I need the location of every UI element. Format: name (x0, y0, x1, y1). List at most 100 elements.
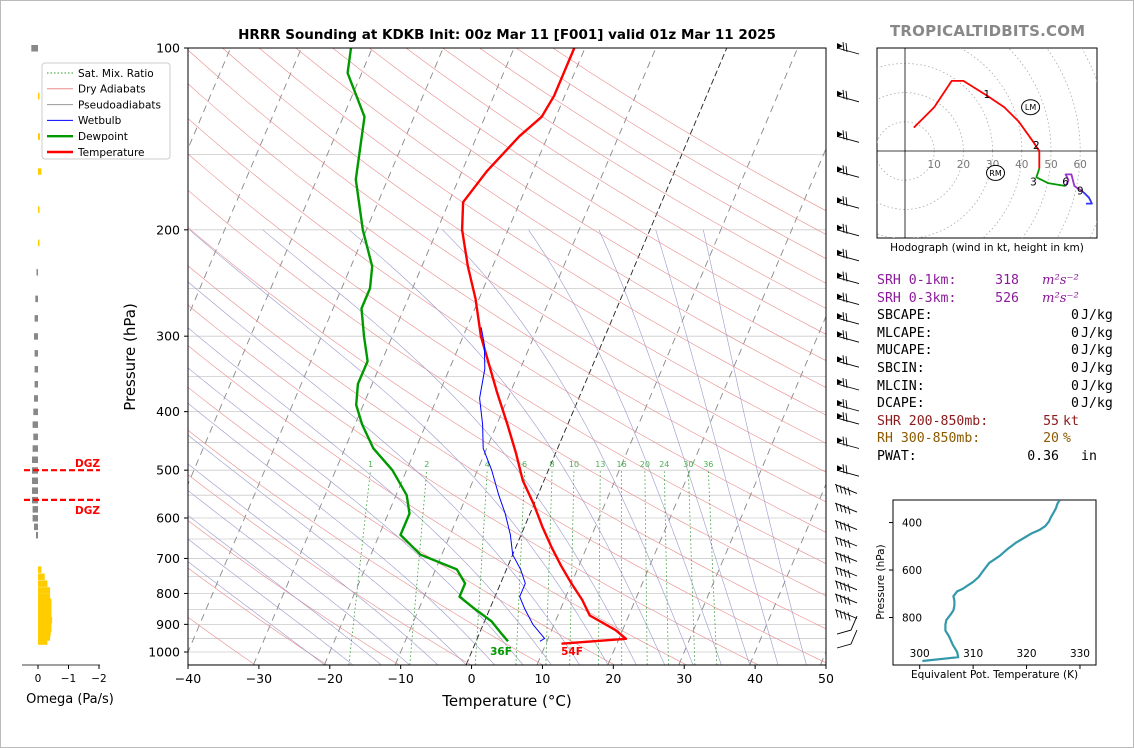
wind-barb-shaft (834, 580, 858, 592)
x-tick-label: −10 (387, 671, 413, 686)
moist-adiabat (188, 434, 467, 665)
wind-barb (834, 566, 858, 579)
wind-barb (836, 248, 860, 262)
stat-label: SBCAPE: (877, 308, 933, 324)
hodograph-ring-label: 10 (928, 159, 941, 171)
stat-value: 0 (1071, 360, 1079, 376)
stat-row: MUCAPE: 0 J/kg (877, 342, 1127, 360)
omega-bar (32, 445, 38, 452)
storm-motion-marker (1021, 99, 1041, 116)
x-tick-label: 30 (676, 671, 692, 686)
hodograph-height-label: 2 (1033, 140, 1040, 152)
wind-barb-pennant (837, 465, 843, 472)
mixing-ratio-label: 30 (683, 460, 693, 469)
omega-bar (34, 366, 38, 373)
hodograph-segment (913, 80, 1041, 169)
moist-adiabat (189, 229, 609, 665)
isotherm-line (536, 48, 799, 665)
stat-unit: m²s⁻² (1042, 290, 1079, 306)
stat-value: 55 (1043, 413, 1059, 429)
stat-label: DCAPE: (877, 396, 925, 412)
moist-adiabat (188, 402, 495, 665)
stat-label: SBCIN: (877, 360, 925, 376)
dry-adiabat (188, 567, 328, 665)
omega-bar (36, 269, 38, 276)
omega-bar (38, 607, 52, 615)
y-tick-label: 300 (156, 329, 180, 344)
moist-adiabat (188, 561, 325, 665)
stat-row: DCAPE: 0 J/kg (877, 395, 1127, 413)
x-tick-label: 10 (534, 671, 550, 686)
omega-bar (38, 92, 40, 100)
omega-bar (32, 456, 38, 463)
omega-bar (38, 603, 52, 610)
x-tick-label: 0 (468, 671, 476, 686)
skewt-frame (187, 47, 827, 666)
omega-bar (34, 523, 38, 531)
wind-barb (836, 130, 860, 143)
moist-adiabat (703, 229, 807, 665)
hodograph-ring-label: 20 (957, 159, 970, 171)
stat-label: RH 300-850mb: (877, 431, 981, 447)
zero-isotherm (465, 48, 728, 665)
omega-bar (36, 531, 38, 539)
hodograph-grid (877, 48, 1097, 238)
dgz-label: DGZ (75, 458, 100, 470)
wind-barb (836, 464, 860, 477)
moist-adiabat (262, 229, 637, 665)
omega-panel: 0 −1 −2 Omega (Pa/s) DGZ DGZ (22, 45, 114, 707)
hodograph-segment (1035, 168, 1066, 187)
y-tick-label: 500 (156, 463, 180, 478)
theta-e-y-axis-label: Pressure (hPa) (875, 544, 887, 619)
wind-barb-pennant (837, 272, 843, 279)
wind-barb-shaft (836, 41, 860, 55)
omega-bar (35, 295, 38, 303)
wind-barb-pennant (837, 293, 843, 300)
omega-bar (38, 593, 51, 601)
omega-tick-label: −1 (61, 673, 76, 685)
moist-adiabat (348, 229, 665, 665)
wind-barb (836, 436, 860, 449)
wind-barb-shaft (836, 398, 860, 412)
dry-adiabat (222, 48, 826, 444)
isotherm-line (678, 315, 826, 665)
theta-e-x-tick-label: 320 (1017, 648, 1037, 660)
legend-box (41, 62, 171, 160)
wind-barb-shaft (836, 196, 860, 209)
theta-e-frame (892, 499, 1097, 666)
stat-row: SBCIN: 0 J/kg (877, 360, 1127, 378)
wind-barb (836, 615, 858, 635)
stat-label: SRH 0-1km: (877, 273, 957, 288)
stat-value: 526 (995, 290, 1019, 306)
wind-barb (836, 312, 860, 325)
moist-adiabat (598, 229, 750, 665)
legend-label: Sat. Mix. Ratio (78, 68, 154, 80)
isotherm-line (188, 48, 302, 318)
isotherm-line (0, 48, 18, 665)
omega-tick-label: −2 (91, 673, 106, 685)
chart-title: HRRR Sounding at KDKB Init: 00z Mar 11 [… (238, 27, 776, 43)
stat-value: 20 (1043, 431, 1059, 447)
wind-barb (836, 89, 860, 103)
wind-barb-shaft (836, 615, 858, 635)
surface-temperature-label: 54F (561, 646, 583, 658)
temperature-line (460, 48, 628, 645)
dry-adiabat (188, 49, 826, 473)
wind-barb (834, 580, 858, 592)
stat-unit: % (1063, 431, 1071, 447)
mixing-ratio-line (348, 470, 371, 665)
wind-barb-shaft (836, 377, 860, 391)
isotherm-line (188, 48, 373, 486)
wind-barb (834, 593, 858, 606)
wind-barb-shaft (836, 292, 860, 306)
moist-adiabat (188, 490, 410, 665)
isotherm-line (188, 48, 444, 654)
wind-barb (836, 355, 860, 368)
wind-barb-shaft (836, 223, 860, 237)
mixing-ratio-label: 20 (640, 460, 650, 469)
omega-bar (38, 612, 52, 619)
dry-adiabat (188, 345, 687, 665)
y-tick-label: 900 (156, 617, 180, 632)
wind-barb-shaft (836, 165, 860, 178)
